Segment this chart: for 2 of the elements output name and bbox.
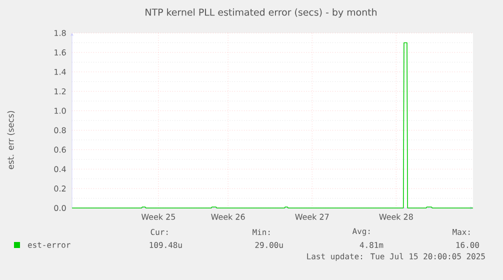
- chart-title: NTP kernel PLL estimated error (secs) - by month: [146, 8, 377, 18]
- y-axis-title: est. err (secs): [7, 111, 15, 170]
